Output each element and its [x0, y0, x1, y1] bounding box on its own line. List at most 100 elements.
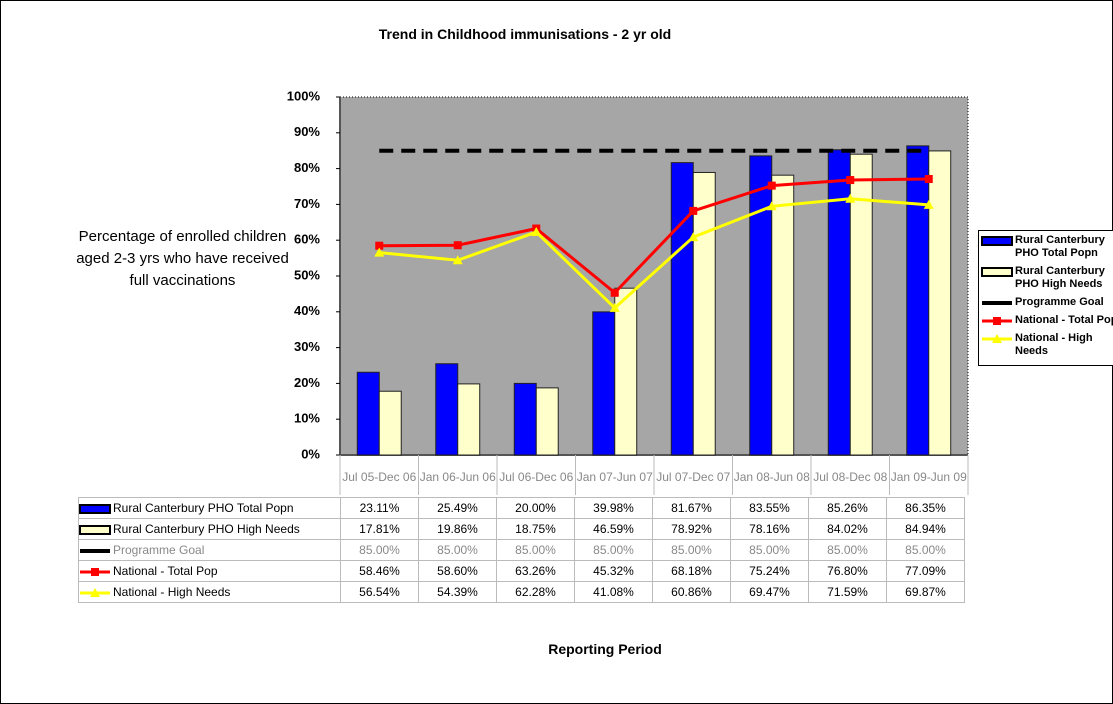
x-tick-label: Jan 09-Jun 09 — [890, 470, 967, 484]
swatch-marker — [90, 587, 100, 597]
legend: Rural Canterbury PHO Total Popn Rural Can… — [978, 230, 1113, 366]
legend-item: National - High Needs — [981, 332, 1113, 358]
table-cell: 63.26% — [496, 560, 575, 582]
bar — [670, 162, 694, 456]
table-cell: 69.47% — [730, 581, 809, 603]
y-tick-label: 30% — [294, 339, 320, 354]
row-header: Programme Goal — [78, 539, 341, 561]
table-cell: 54.39% — [418, 581, 497, 603]
bar — [356, 371, 380, 456]
series-line — [379, 197, 929, 310]
series-line — [379, 177, 929, 295]
legend-swatch — [981, 267, 1013, 277]
bar — [906, 145, 930, 456]
marker — [923, 199, 934, 209]
row-label: Rural Canterbury PHO High Needs — [113, 522, 300, 536]
table-cell: 85.00% — [886, 539, 965, 561]
table-cell: 76.80% — [808, 560, 887, 582]
table-row: Rural Canterbury PHO Total Popn 23.11% 25.… — [78, 497, 965, 519]
x-axis-label: Reporting Period — [548, 641, 662, 657]
table-row: Programme Goal 85.00% 85.00% 85.00% 85.00% 85… — [78, 539, 965, 561]
legend-label: Rural Canterbury PHO Total Popn — [1015, 234, 1105, 259]
table-cell: 25.49% — [418, 497, 497, 519]
row-label: Programme Goal — [113, 543, 205, 557]
bar — [592, 311, 616, 456]
legend-label: Programme Goal — [1015, 296, 1104, 308]
legend-swatch — [80, 567, 110, 576]
table-cell: 58.60% — [418, 560, 497, 582]
bar — [614, 287, 638, 456]
table-cell: 39.98% — [574, 497, 653, 519]
chart-title: Trend in Childhood immunisations - 2 yr … — [378, 26, 672, 42]
marker — [766, 201, 777, 211]
swatch-box — [79, 503, 111, 514]
bar — [457, 383, 481, 456]
row-label: Rural Canterbury PHO Total Popn — [113, 501, 294, 515]
legend-label: National - Total Pop — [1015, 314, 1113, 326]
bar — [928, 150, 952, 456]
x-tick-label: Jul 07-Dec 07 — [656, 470, 731, 484]
table-cell: 78.16% — [730, 518, 809, 540]
bar — [435, 363, 459, 456]
y-tick-label: 60% — [294, 232, 320, 247]
table-cell: 86.35% — [886, 497, 965, 519]
swatch-box — [981, 267, 1013, 277]
x-tick-label: Jan 08-Jun 08 — [733, 470, 810, 484]
table-cell: 85.00% — [808, 539, 887, 561]
swatch-box — [981, 236, 1013, 246]
legend-swatch — [982, 301, 1012, 305]
table-cell: 41.08% — [574, 581, 653, 603]
table-cell: 84.94% — [886, 518, 965, 540]
data-table: Rural Canterbury PHO Total Popn 23.11% 25.… — [78, 497, 965, 603]
table-cell: 60.86% — [652, 581, 731, 603]
table-cell: 85.26% — [808, 497, 887, 519]
table-row: National - Total Pop 58.46% 58.60% 63.26% 45… — [78, 560, 965, 582]
x-tick-label: Jan 07-Jun 07 — [576, 470, 653, 484]
marker — [767, 181, 776, 190]
legend-swatch — [80, 587, 110, 597]
swatch-marker — [993, 317, 1001, 325]
marker — [845, 193, 856, 203]
table-cell: 85.00% — [652, 539, 731, 561]
y-tick-label: 90% — [294, 124, 320, 139]
x-tick-label: Jul 05-Dec 06 — [342, 470, 417, 484]
legend-label: National - High Needs — [1015, 332, 1093, 357]
row-header: National - High Needs — [78, 581, 341, 603]
y-tick-label: 80% — [294, 160, 320, 175]
table-cell: 23.11% — [340, 497, 419, 519]
table-cell: 69.87% — [886, 581, 965, 603]
table-cell: 71.59% — [808, 581, 887, 603]
table-cell: 77.09% — [886, 560, 965, 582]
legend-item: Rural Canterbury PHO Total Popn — [981, 234, 1113, 260]
legend-label: Rural Canterbury PHO High Needs — [1015, 265, 1105, 290]
bar — [692, 171, 716, 456]
x-tick-label: Jul 06-Dec 06 — [499, 470, 574, 484]
table-row: Rural Canterbury PHO High Needs 17.81% 19.… — [78, 518, 965, 540]
bar — [535, 387, 559, 456]
table-cell: 46.59% — [574, 518, 653, 540]
bar — [749, 155, 773, 456]
table-cell: 85.00% — [418, 539, 497, 561]
swatch-box — [79, 524, 111, 535]
swatch-marker — [91, 567, 99, 576]
marker — [610, 288, 619, 297]
marker — [688, 232, 699, 242]
table-cell: 75.24% — [730, 560, 809, 582]
bar — [771, 174, 795, 456]
table-cell: 19.86% — [418, 518, 497, 540]
table-cell: 83.55% — [730, 497, 809, 519]
table-cell: 68.18% — [652, 560, 731, 582]
table-cell: 85.00% — [730, 539, 809, 561]
marker — [374, 247, 385, 257]
table-row: National - High Needs 56.54% 54.39% 62.28% 4… — [78, 581, 965, 603]
table-cell: 17.81% — [340, 518, 419, 540]
table-cell: 62.28% — [496, 581, 575, 603]
table-cell: 56.54% — [340, 581, 419, 603]
legend-swatch — [79, 524, 111, 535]
bar — [849, 153, 873, 456]
legend-item: Rural Canterbury PHO High Needs — [981, 265, 1113, 291]
y-tick-label: 0% — [301, 446, 320, 461]
legend-item: Programme Goal — [981, 296, 1113, 309]
